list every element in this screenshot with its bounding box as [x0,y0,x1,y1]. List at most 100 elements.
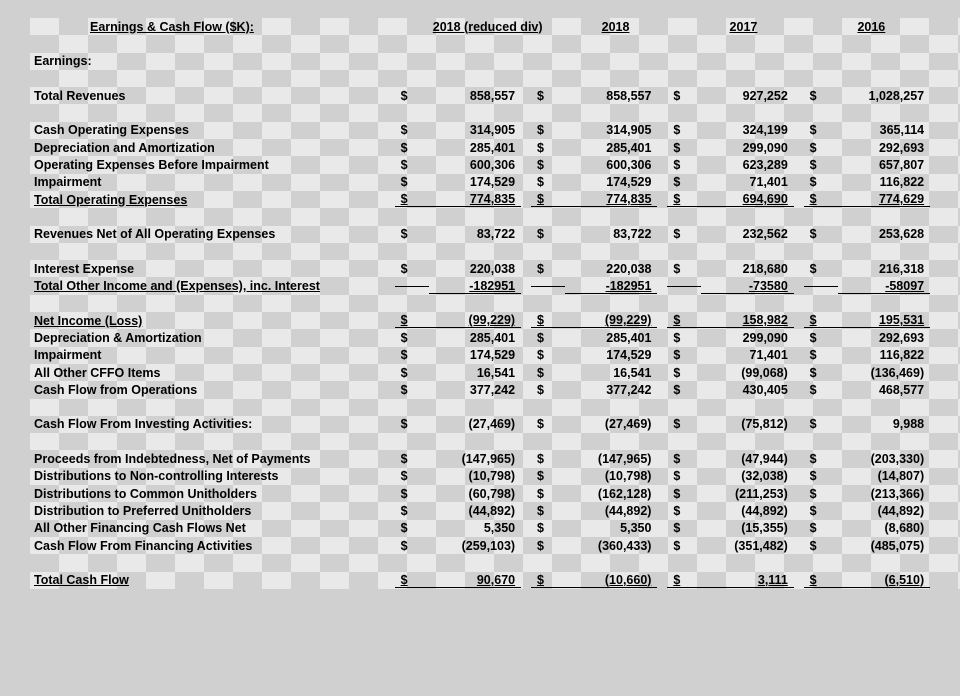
cell-value: 232,562 [701,227,793,241]
cell-value: 158,982 [701,313,793,328]
currency-symbol: $ [667,521,701,535]
currency-symbol: $ [804,227,838,241]
table-body: Earnings & Cash Flow ($K):2018 (reduced … [30,18,940,589]
currency-symbol: $ [667,158,701,172]
currency-symbol: $ [804,158,838,172]
cell-value: 174,529 [429,348,521,362]
table-row [30,433,940,450]
row-label: Cash Flow from Operations [30,383,395,397]
cell-value: 90,670 [429,573,521,588]
table-row [30,554,940,571]
cell-value: 195,531 [838,313,930,328]
currency-symbol: $ [667,123,701,137]
cell-value: 174,529 [565,348,657,362]
cell-value: 314,905 [565,123,657,137]
cell-value: (360,433) [565,539,657,553]
row-label: Distributions to Non-controlling Interes… [30,469,395,483]
cell-value: 3,111 [701,573,793,588]
cell-value: (10,660) [565,573,657,588]
currency-symbol: $ [531,521,565,535]
cell-value: 16,541 [565,366,657,380]
cell-value: 774,835 [565,192,657,207]
cell-value: 174,529 [565,175,657,189]
row-label: Operating Expenses Before Impairment [30,158,395,172]
table-row: Total Other Income and (Expenses), inc. … [30,277,940,294]
table-row: Earnings & Cash Flow ($K):2018 (reduced … [30,18,940,35]
table-row [30,35,940,52]
cell-value: 365,114 [838,123,930,137]
currency-symbol: $ [395,89,429,103]
table-row: Depreciation and Amortization$285,401$28… [30,139,940,156]
currency-symbol [804,286,838,287]
table-row: Total Revenues$858,557$858,557$927,252$1… [30,87,940,104]
table-row [30,70,940,87]
cell-value: (44,892) [838,504,930,518]
currency-symbol: $ [531,141,565,155]
table-row: Proceeds from Indebtedness, Net of Payme… [30,450,940,467]
currency-symbol: $ [667,417,701,431]
table-row: Impairment$174,529$174,529$71,401$116,82… [30,174,940,191]
table-row [30,295,940,312]
row-label: Cash Flow From Investing Activities: [30,417,395,431]
currency-symbol: $ [804,192,838,207]
cell-value: (136,469) [838,366,930,380]
currency-symbol: $ [395,383,429,397]
currency-symbol: $ [667,89,701,103]
row-label: Revenues Net of All Operating Expenses [30,227,395,241]
currency-symbol: $ [804,366,838,380]
cell-value: 600,306 [429,158,521,172]
row-label: Impairment [30,175,395,189]
cell-value: (99,229) [429,313,521,328]
currency-symbol: $ [804,469,838,483]
cell-value: (259,103) [429,539,521,553]
row-label: Total Revenues [30,89,395,103]
currency-symbol: $ [667,487,701,501]
currency-symbol: $ [804,521,838,535]
currency-symbol: $ [804,348,838,362]
table-row: Cash Operating Expenses$314,905$314,905$… [30,122,940,139]
cell-value: 927,252 [701,89,793,103]
table-title: Earnings & Cash Flow ($K): [30,20,428,34]
cell-value: 285,401 [429,141,521,155]
cell-value: (32,038) [701,469,793,483]
cell-value: 858,557 [429,89,521,103]
row-label: Cash Operating Expenses [30,123,395,137]
column-header: 2018 (reduced div) [428,20,547,34]
cell-value: (211,253) [701,487,793,501]
currency-symbol: $ [804,417,838,431]
currency-symbol: $ [395,539,429,553]
cell-value: (14,807) [838,469,930,483]
currency-symbol: $ [531,366,565,380]
cell-value: (44,892) [565,504,657,518]
currency-symbol: $ [395,348,429,362]
currency-symbol: $ [804,262,838,276]
currency-symbol [395,286,429,287]
row-label: Cash Flow From Financing Activities [30,539,395,553]
currency-symbol: $ [667,452,701,466]
cell-value: (162,128) [565,487,657,501]
cell-value: 299,090 [701,141,793,155]
row-label: Earnings: [30,54,399,68]
column-header: 2017 [684,20,803,34]
currency-symbol: $ [395,123,429,137]
table-row: All Other CFFO Items$16,541$16,541$(99,0… [30,364,940,381]
cell-value: (147,965) [565,452,657,466]
cell-value: 377,242 [429,383,521,397]
currency-symbol: $ [395,313,429,328]
cell-value: 253,628 [838,227,930,241]
cell-value: -182951 [565,279,657,294]
cell-value: 623,289 [701,158,793,172]
cell-value: 314,905 [429,123,521,137]
currency-symbol: $ [395,227,429,241]
row-label: Distributions to Common Unitholders [30,487,395,501]
table-row: Total Operating Expenses$774,835$774,835… [30,191,940,208]
currency-symbol [667,286,701,287]
cell-value: (60,798) [429,487,521,501]
cell-value: 430,405 [701,383,793,397]
currency-symbol: $ [667,141,701,155]
table-row: Operating Expenses Before Impairment $600… [30,156,940,173]
currency-symbol: $ [531,487,565,501]
table-row: Cash Flow From Investing Activities:$(27… [30,416,940,433]
table-row: Interest Expense$220,038$220,038$218,680… [30,260,940,277]
cell-value: (99,068) [701,366,793,380]
